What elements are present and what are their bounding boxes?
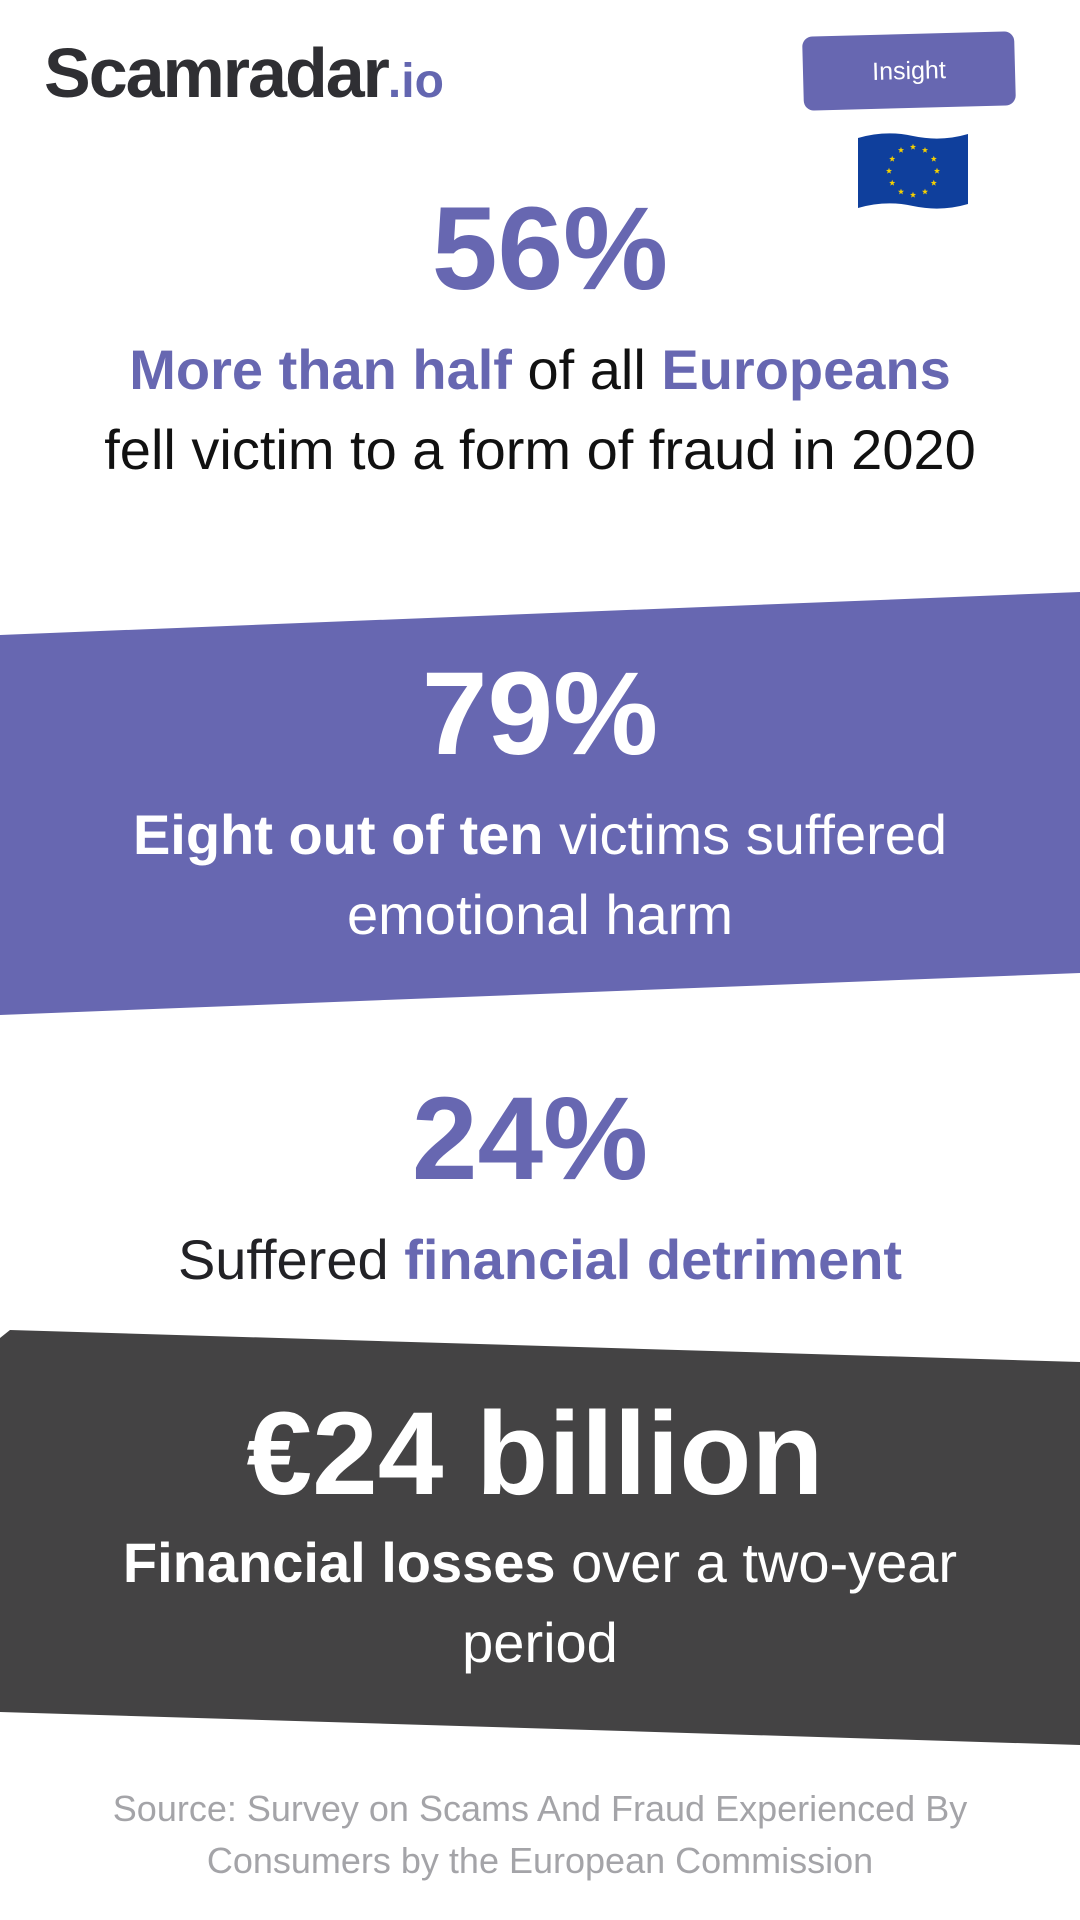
- eu-flag-field: [858, 133, 968, 209]
- eu-star-icon: [889, 155, 896, 162]
- logo-name: Scamradar: [44, 34, 390, 112]
- stat-description: Financial losses over a two-year period: [0, 1523, 1080, 1683]
- stat-description: Suffered financial detriment: [0, 1220, 1080, 1300]
- stat-block-financial-losses: €24 billion Financial losses over a two-…: [0, 1395, 1080, 1683]
- eu-star-icon: [889, 179, 896, 186]
- eu-star-icon: [885, 167, 893, 174]
- eu-star-icon: [921, 188, 929, 195]
- stat-block-emotional-harm: 79% Eight out of ten victims suffered em…: [0, 655, 1080, 955]
- eu-star-icon: [930, 179, 937, 186]
- highlight-text: financial detriment: [404, 1228, 903, 1291]
- stat-description-line: fell victim to a form of fraud in 2020: [104, 418, 976, 481]
- eu-star-icon: [930, 155, 937, 162]
- dark-band: [0, 1330, 1080, 1745]
- eu-star-icon: [897, 147, 905, 153]
- highlight-text: Europeans: [661, 338, 951, 401]
- stat-value: 56%: [431, 183, 669, 315]
- plain-text: Suffered: [177, 1228, 405, 1291]
- highlight-text: Financial losses: [122, 1531, 556, 1594]
- plain-text: victims suffered: [543, 803, 948, 866]
- insight-badge-label: Insight: [871, 55, 947, 86]
- stat-description-line: Eight out of ten victims suffered: [0, 795, 1080, 875]
- eu-flag-stars: [885, 143, 941, 198]
- plain-text: of all: [511, 338, 662, 401]
- plain-text: over a two-year: [555, 1531, 958, 1594]
- eu-star-icon: [921, 147, 929, 153]
- stat-block-financial-detriment: 24% Suffered financial detriment: [0, 1080, 1080, 1300]
- highlight-text: Eight out of ten: [132, 803, 544, 866]
- stat-description-line: More than half of all Europeans: [0, 330, 1080, 410]
- scamradar-logo[interactable]: Scamradar.io: [44, 38, 444, 108]
- highlight-text: More than half: [129, 338, 512, 401]
- insight-badge: Insight: [802, 31, 1016, 111]
- stat-value: 24%: [411, 1073, 649, 1205]
- stat-value: 79%: [421, 648, 659, 780]
- logo-tld: .io: [387, 55, 444, 108]
- eu-star-icon: [897, 188, 905, 195]
- stat-description-line: emotional harm: [347, 883, 733, 946]
- stat-description-line: Suffered financial detriment: [0, 1220, 1080, 1300]
- stat-description: Eight out of ten victims suffered emotio…: [0, 795, 1080, 955]
- stat-value: €24 billion: [246, 1388, 824, 1520]
- purple-band: [0, 592, 1080, 1015]
- source-line: Consumers by the European Commission: [206, 1840, 874, 1881]
- eu-flag-icon: [858, 133, 968, 209]
- source-citation: Source: Survey on Scams And Fraud Experi…: [60, 1783, 1020, 1887]
- eu-star-icon: [933, 167, 941, 174]
- stat-description-line: period: [462, 1611, 618, 1674]
- stat-description-line: Financial losses over a two-year: [0, 1523, 1080, 1603]
- stat-block-europeans: 56% More than half of all Europeans fell…: [0, 190, 1080, 490]
- eu-star-icon: [909, 143, 917, 150]
- eu-star-icon: [909, 191, 917, 198]
- source-line: Source: Survey on Scams And Fraud Experi…: [112, 1788, 968, 1829]
- stat-description: More than half of all Europeans fell vic…: [0, 330, 1080, 490]
